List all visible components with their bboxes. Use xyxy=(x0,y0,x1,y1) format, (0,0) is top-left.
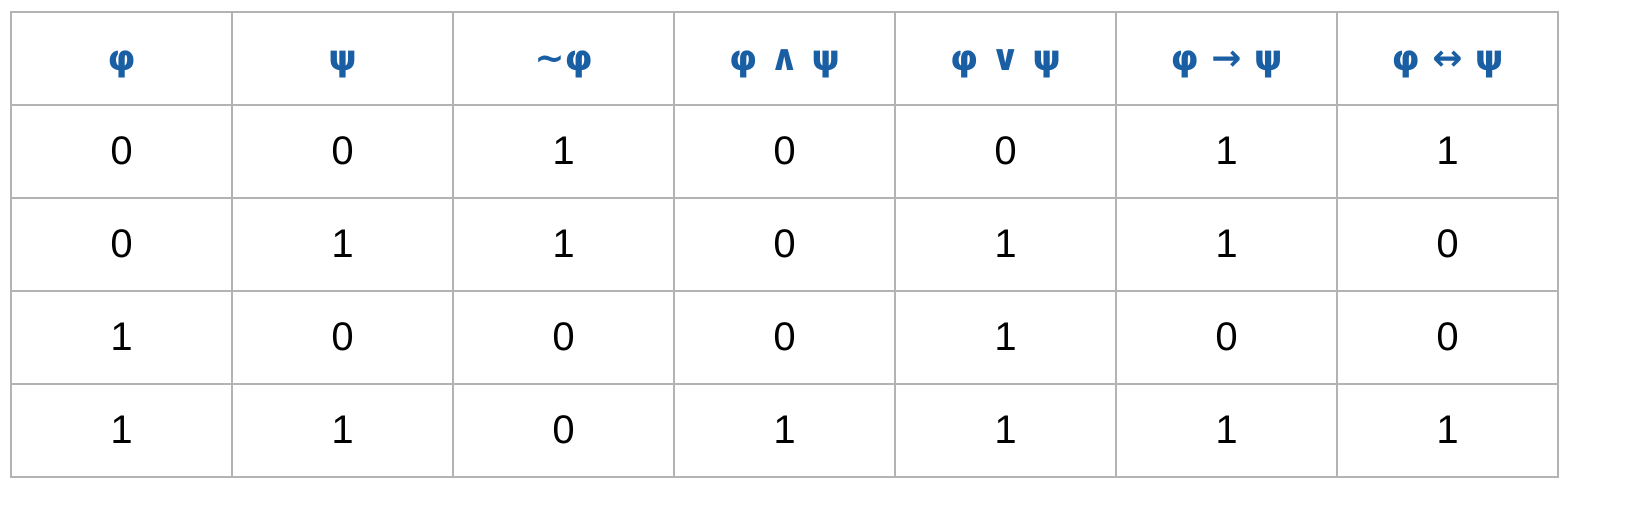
table-cell: 0 xyxy=(673,104,896,199)
table-cell: 1 xyxy=(673,383,896,478)
header-row: φ ψ ~φ φ ∧ ψ φ ∨ ψ φ → ψ φ ↔ ψ xyxy=(10,11,1559,106)
table-body: 0 0 1 0 0 1 1 0 1 1 0 1 1 0 1 0 0 0 xyxy=(10,104,1559,478)
table-cell: 1 xyxy=(231,383,454,478)
table-row: 0 1 1 0 1 1 0 xyxy=(10,197,1559,292)
table-cell: 0 xyxy=(10,197,233,292)
header-cell-psi: ψ xyxy=(231,11,454,106)
table-cell: 1 xyxy=(894,290,1117,385)
header-cell-conjunction: φ ∧ ψ xyxy=(673,11,896,106)
table-cell: 1 xyxy=(1115,197,1338,292)
table-cell: 0 xyxy=(1115,290,1338,385)
table-cell: 0 xyxy=(452,383,675,478)
table-cell: 0 xyxy=(1336,290,1559,385)
table-cell: 1 xyxy=(452,104,675,199)
truth-table-container: φ ψ ~φ φ ∧ ψ φ ∨ ψ φ → ψ φ ↔ ψ 0 0 1 0 0… xyxy=(10,11,1559,478)
table-cell: 1 xyxy=(894,383,1117,478)
header-cell-disjunction: φ ∨ ψ xyxy=(894,11,1117,106)
table-cell: 1 xyxy=(1115,104,1338,199)
table-cell: 1 xyxy=(1115,383,1338,478)
table-row: 1 1 0 1 1 1 1 xyxy=(10,383,1559,478)
table-cell: 0 xyxy=(10,104,233,199)
header-cell-implication: φ → ψ xyxy=(1115,11,1338,106)
table-cell: 0 xyxy=(452,290,675,385)
table-cell: 1 xyxy=(1336,104,1559,199)
table-cell: 1 xyxy=(10,383,233,478)
table-cell: 1 xyxy=(10,290,233,385)
header-cell-negation: ~φ xyxy=(452,11,675,106)
table-cell: 0 xyxy=(231,104,454,199)
table-cell: 1 xyxy=(894,197,1117,292)
table-row: 1 0 0 0 1 0 0 xyxy=(10,290,1559,385)
header-cell-biconditional: φ ↔ ψ xyxy=(1336,11,1559,106)
table-cell: 0 xyxy=(673,197,896,292)
table-row: 0 0 1 0 0 1 1 xyxy=(10,104,1559,199)
table-header: φ ψ ~φ φ ∧ ψ φ ∨ ψ φ → ψ φ ↔ ψ xyxy=(10,11,1559,106)
table-cell: 1 xyxy=(452,197,675,292)
truth-table: φ ψ ~φ φ ∧ ψ φ ∨ ψ φ → ψ φ ↔ ψ 0 0 1 0 0… xyxy=(10,11,1559,478)
header-cell-phi: φ xyxy=(10,11,233,106)
table-cell: 1 xyxy=(231,197,454,292)
table-cell: 0 xyxy=(231,290,454,385)
table-cell: 1 xyxy=(1336,383,1559,478)
table-cell: 0 xyxy=(673,290,896,385)
table-cell: 0 xyxy=(894,104,1117,199)
table-cell: 0 xyxy=(1336,197,1559,292)
